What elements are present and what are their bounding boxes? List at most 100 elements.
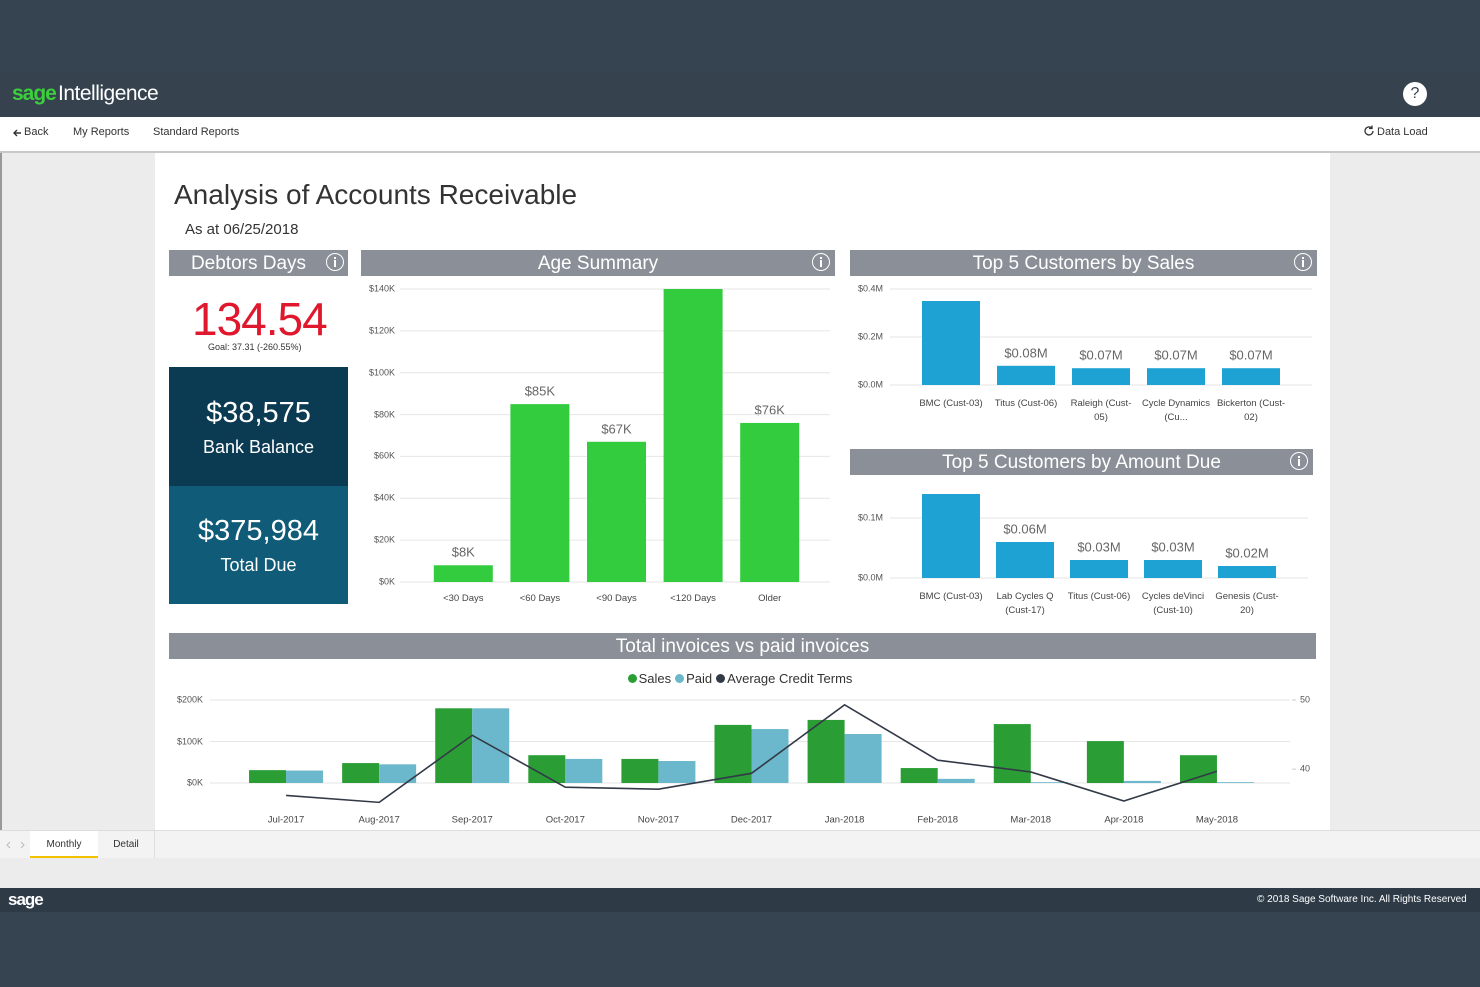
report-title: Analysis of Accounts Receivable <box>174 179 578 210</box>
panel-title: Debtors Days <box>190 253 307 274</box>
panel-header: Total invoices vs paid invoices <box>169 633 1316 659</box>
data-label: $0.14M <box>929 501 973 517</box>
x-tick-label: Apr-2018 <box>1104 814 1144 826</box>
x-tick-label: <90 Days <box>596 593 637 604</box>
legend-label: Average Credit Terms <box>727 671 853 686</box>
panel-header: Debtors Days <box>169 250 348 276</box>
data-label: $0.03M <box>1151 539 1195 555</box>
x-tick-label: Older <box>758 593 782 604</box>
kpi-value: $375,984 <box>198 515 319 547</box>
status-area <box>0 858 1480 888</box>
panel-header: Top 5 Customers by Amount Due <box>850 449 1313 475</box>
data-load-link[interactable]: Data Load <box>1377 126 1428 138</box>
legend-label: Sales <box>638 671 672 686</box>
panel-header: Top 5 Customers by Sales <box>850 250 1317 276</box>
y-tick-label: $120K <box>368 325 395 336</box>
panel-title: Top 5 Customers by Sales <box>972 253 1195 274</box>
data-label: $0.07M <box>1229 347 1273 363</box>
x-tick-label: Aug-2017 <box>358 814 400 826</box>
info-icon[interactable] <box>326 253 344 271</box>
data-label: $140K <box>673 296 713 312</box>
legend-swatch <box>675 674 685 683</box>
nav-bar: Back My Reports Standard Reports Data Lo… <box>0 117 1480 153</box>
y-tick-label: $0.2M <box>857 331 883 342</box>
x-tick-label: Oct-2017 <box>545 814 585 826</box>
legend-swatch <box>627 674 637 683</box>
data-label: $0.02M <box>1225 545 1269 561</box>
legend-label: Paid <box>686 671 713 686</box>
y-tick-label: $100K <box>368 367 395 378</box>
x-tick-label: BMC (Cust-03) <box>919 398 983 409</box>
y-tick-label: $0.1M <box>857 512 883 523</box>
data-label: $76K <box>754 402 785 418</box>
x-tick-label: Bickerton (Cust-02) <box>1216 398 1286 423</box>
kpi-label: Total Due <box>220 555 297 575</box>
tab[interactable]: Detail <box>98 831 155 859</box>
info-icon[interactable] <box>812 253 830 271</box>
y-tick-label: $100K <box>176 736 203 746</box>
standard-reports-link[interactable]: Standard Reports <box>153 126 240 138</box>
data-label: $67K <box>601 421 632 437</box>
panel-header: Age Summary <box>361 250 835 276</box>
y-tick-label: $0K <box>186 777 203 788</box>
x-tick-label: Genesis (Cust-20) <box>1215 591 1279 616</box>
legend-item[interactable]: Paid <box>675 671 712 686</box>
app-header: sage Intelligence ? <box>0 72 1480 117</box>
data-label: $0.06M <box>1003 521 1047 537</box>
my-reports-link[interactable]: My Reports <box>73 126 130 138</box>
data-label: $0.35M <box>929 308 973 324</box>
refresh-icon <box>1364 125 1374 136</box>
y-tick-label: $0.4M <box>857 283 883 294</box>
y-tick-label: $0.0M <box>857 572 883 583</box>
panel-title: Age Summary <box>537 253 659 274</box>
data-label: $0.03M <box>1077 539 1121 555</box>
brand: sage <box>12 82 57 105</box>
x-tick-label: Cycle Dynamics (Cu... <box>1141 398 1211 423</box>
x-tick-label: Titus (Cust-06) <box>1067 591 1131 602</box>
kpi-card: $375,984 Total Due <box>169 486 348 604</box>
y-tick-label: $0K <box>378 576 395 587</box>
y-tick-label: $140K <box>368 283 395 294</box>
report-subtitle: As at 06/25/2018 <box>185 221 299 238</box>
x-tick-label: Sep-2017 <box>451 814 493 826</box>
tab[interactable]: Monthly <box>30 831 98 859</box>
legend-item[interactable]: Sales <box>627 671 672 686</box>
y-tick-label: $40K <box>373 492 395 503</box>
tab-scroll[interactable] <box>6 841 26 849</box>
tab-bar: Monthly Detail <box>0 830 1480 859</box>
legend-item[interactable]: Average Credit Terms <box>716 671 852 686</box>
x-tick-label: Nov-2017 <box>637 814 680 826</box>
y-tick-label: $20K <box>373 534 395 545</box>
panel-title: Total invoices vs paid invoices <box>615 636 870 657</box>
footer-brand: sage <box>8 890 44 909</box>
x-tick-label: Mar-2018 <box>1010 814 1052 826</box>
x-tick-label: <60 Days <box>519 593 561 604</box>
y-tick-label: $200K <box>176 694 203 705</box>
data-label: $0.07M <box>1154 347 1198 363</box>
data-label: $0.08M <box>1004 345 1048 361</box>
info-icon[interactable] <box>1294 253 1312 271</box>
data-label: $8K <box>451 544 475 560</box>
product-name: Intelligence <box>58 82 159 105</box>
info-icon[interactable] <box>1290 452 1308 470</box>
legend: Sales Paid Average Credit Terms <box>540 671 940 686</box>
help-button[interactable]: ? <box>1403 82 1427 106</box>
x-tick-label: <30 Days <box>443 593 484 604</box>
y-tick-label: $0.0M <box>857 379 883 390</box>
y2-tick-label: 50 <box>1300 694 1311 705</box>
debtors-days-goal: Goal: 37.31 (-260.55%) <box>208 342 302 352</box>
debtors-days-value: 134.54 <box>192 293 328 345</box>
panel-title: Top 5 Customers by Amount Due <box>942 452 1221 473</box>
copyright: © 2018 Sage Software Inc. All Rights Res… <box>1257 894 1467 905</box>
y2-tick-label: 40 <box>1300 763 1311 774</box>
y-tick-label: $80K <box>373 409 395 420</box>
back-link[interactable]: Back <box>24 126 49 138</box>
kpi-card: $38,575 Bank Balance <box>169 367 348 486</box>
x-tick-label: BMC (Cust-03) <box>919 591 983 602</box>
x-tick-label: Feb-2018 <box>917 814 959 826</box>
x-tick-label: Raleigh (Cust-05) <box>1070 398 1132 423</box>
footer: sage © 2018 Sage Software Inc. All Right… <box>0 888 1480 912</box>
x-tick-label: Jul-2017 <box>267 814 305 826</box>
x-tick-label: Dec-2017 <box>730 814 773 826</box>
